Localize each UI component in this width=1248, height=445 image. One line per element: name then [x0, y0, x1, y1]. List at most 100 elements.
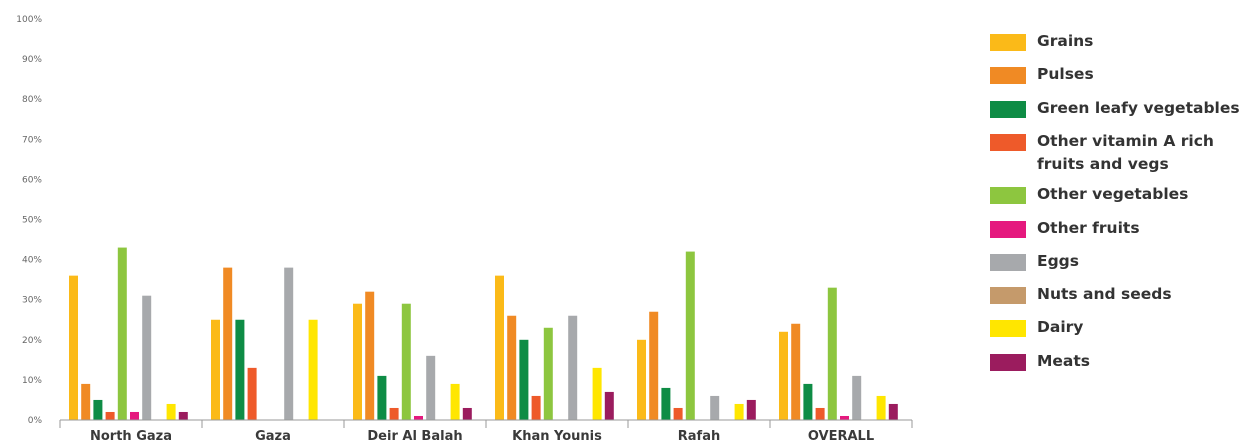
bar [519, 339, 529, 420]
legend-label: Eggs [1037, 251, 1080, 270]
bar [247, 367, 257, 420]
legend-swatch [990, 187, 1026, 205]
bar [592, 367, 602, 420]
legend-item: Green leafy vegetables [990, 97, 1245, 120]
legend-swatch [990, 100, 1026, 118]
y-tick-label: 100% [16, 15, 42, 25]
bar [568, 315, 578, 420]
y-tick-label: 50% [22, 216, 42, 226]
bar [815, 407, 825, 420]
bar [827, 287, 837, 420]
bar [81, 383, 91, 420]
y-tick-label: 20% [22, 336, 42, 346]
bar [649, 311, 659, 420]
bar [779, 331, 788, 420]
legend-item: Other vegetables [990, 183, 1245, 206]
bar [734, 403, 744, 420]
bar [746, 399, 756, 420]
bar [661, 387, 671, 420]
legend-label: Pulses [1037, 65, 1094, 84]
legend-label: Other fruits [1037, 218, 1140, 237]
y-tick-label: 30% [22, 296, 42, 306]
bar [142, 295, 152, 420]
legend-item: Pulses [990, 63, 1245, 86]
bar [223, 267, 233, 420]
bars [69, 247, 898, 420]
bar-chart: 0% 10% 20% 30% 40% 50% 60% 70% 80% 90% 100% North … [16, 15, 913, 444]
y-axis-ticks: 0% 10% 20% 30% 40% 50% 60% 70% 80% 90% 100% [16, 15, 42, 426]
legend-item: Other fruits [990, 217, 1245, 240]
legend-swatch [990, 220, 1026, 238]
y-tick-label: 10% [22, 376, 42, 386]
bar [543, 327, 553, 420]
bar [495, 275, 504, 420]
x-category-label: Gaza [255, 429, 291, 444]
legend-swatch [990, 287, 1026, 304]
bar [450, 383, 460, 420]
legend-label: Nuts and seeds [1037, 285, 1172, 303]
bar [284, 267, 294, 420]
bar [840, 415, 849, 420]
bar [710, 395, 720, 420]
bar [462, 407, 472, 420]
legend-label: Green leafy vegetables [1037, 98, 1240, 117]
x-category-label: Rafah [678, 429, 720, 444]
bar [685, 251, 695, 420]
bar [235, 319, 245, 420]
bar [852, 375, 862, 420]
bar [414, 415, 423, 420]
legend-label: Grains [1037, 32, 1094, 50]
legend-swatch [990, 253, 1026, 271]
bar [888, 403, 898, 420]
bar [308, 319, 318, 420]
legend-item: Other vitamin A rich fruits and vegs [990, 130, 1245, 177]
bar [178, 411, 188, 420]
legend-label: Meats [1037, 351, 1091, 370]
bar [401, 303, 411, 420]
y-tick-label: 60% [22, 175, 42, 185]
bar [211, 319, 220, 420]
y-tick-label: 0% [28, 416, 43, 426]
bar [117, 247, 127, 420]
x-category-label: Khan Younis [512, 429, 602, 444]
legend-swatch [990, 133, 1026, 151]
legend-item: Meats [990, 350, 1245, 373]
legend: Grains Pulses Green leafy vegetables Other … [990, 30, 1245, 383]
bar [166, 403, 176, 420]
bar [389, 407, 399, 420]
legend-swatch [990, 353, 1026, 371]
y-tick-label: 70% [22, 135, 42, 145]
legend-label: Other vegetables [1037, 185, 1189, 204]
bar [69, 275, 78, 420]
y-tick-label: 90% [22, 55, 42, 65]
legend-swatch [990, 34, 1026, 51]
bar [876, 395, 886, 420]
legend-label: Dairy [1037, 318, 1084, 337]
y-tick-label: 40% [22, 256, 42, 266]
bar [531, 395, 541, 420]
x-category-label: OVERALL [808, 429, 874, 444]
bar [507, 315, 517, 420]
legend-swatch [990, 67, 1026, 85]
bar [791, 323, 801, 420]
legend-item: Nuts and seeds [990, 283, 1245, 306]
y-tick-label: 80% [22, 95, 42, 105]
legend-item: Eggs [990, 250, 1245, 273]
bar [353, 303, 362, 420]
x-category-label: North Gaza [90, 429, 172, 444]
bar [105, 411, 115, 420]
bar [365, 291, 375, 420]
bar [93, 399, 103, 420]
legend-item: Grains [990, 30, 1245, 53]
legend-label: Other vitamin A rich fruits and vegs [1037, 131, 1214, 173]
bar [426, 355, 436, 420]
bar [637, 339, 646, 420]
x-category-label: Deir Al Balah [367, 429, 462, 444]
bar [673, 407, 683, 420]
bar [377, 375, 387, 420]
legend-item: Dairy [990, 316, 1245, 339]
x-axis: North Gaza Gaza Deir Al Balah Khan Younis Ra… [59, 419, 913, 444]
legend-swatch [990, 320, 1026, 338]
bar [803, 383, 813, 420]
